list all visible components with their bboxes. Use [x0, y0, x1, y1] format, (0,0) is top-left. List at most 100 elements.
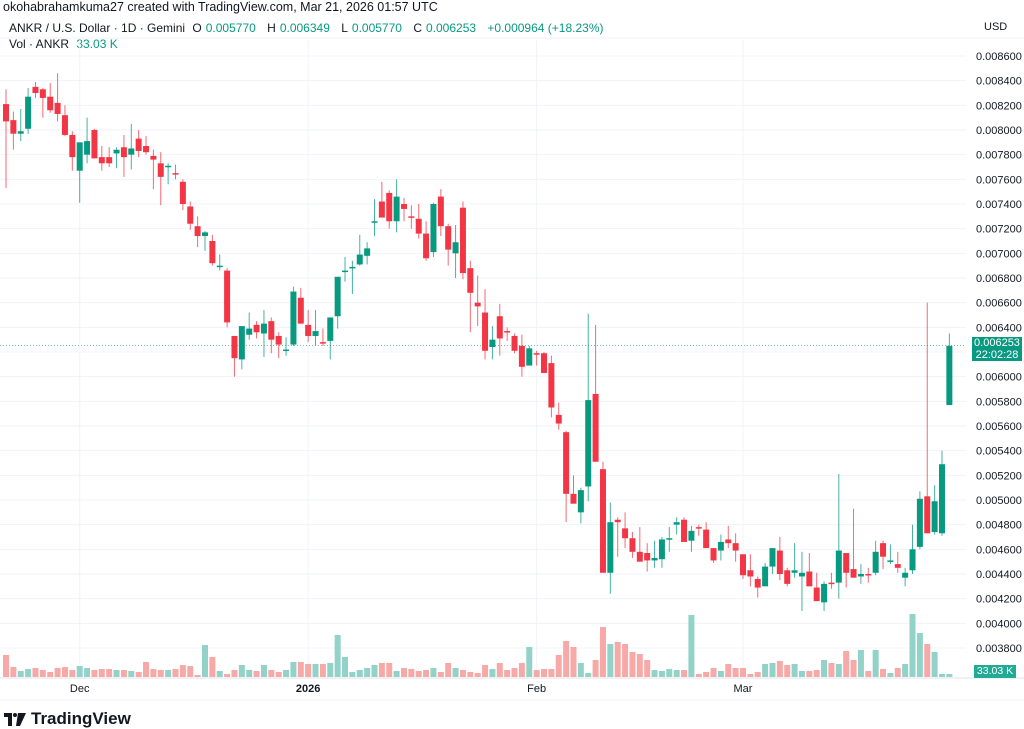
candle-body — [607, 522, 614, 573]
candle-body — [909, 549, 916, 571]
candle-body — [84, 141, 91, 155]
volume-bar — [754, 672, 761, 677]
chart-credit: okohabrahamkuma27 created with TradingVi… — [3, 0, 438, 14]
volume-bar — [224, 674, 231, 677]
candle-body — [364, 248, 371, 256]
candle-body — [327, 317, 334, 341]
volume-bar — [165, 670, 172, 677]
candle-body — [386, 192, 393, 222]
volume-bar — [172, 669, 179, 677]
volume-bar — [835, 664, 842, 677]
volume-bar — [474, 673, 481, 677]
candle-body — [172, 173, 179, 175]
volume-bar — [283, 670, 290, 677]
candle-body — [496, 316, 503, 339]
candle-body — [666, 538, 673, 540]
price-axis-label: 0.004000 — [976, 618, 1022, 630]
candle-body — [644, 553, 651, 561]
candle-body — [209, 240, 216, 264]
candle-body — [356, 254, 363, 265]
volume-bar — [747, 674, 754, 677]
candle-body — [526, 348, 533, 366]
candle-body — [157, 163, 164, 177]
volume-bar — [909, 614, 916, 677]
volume-bar — [902, 664, 909, 677]
candle-body — [784, 570, 791, 584]
candle-body — [769, 548, 776, 567]
candle-body — [791, 570, 798, 573]
candle-body — [106, 157, 113, 164]
volume-bar — [496, 663, 503, 677]
candle-body — [334, 276, 341, 317]
candle-body — [710, 548, 717, 561]
volume-bar — [231, 670, 238, 677]
candle-body — [231, 335, 238, 359]
volume-bar — [39, 670, 46, 677]
price-axis-label: 0.005600 — [976, 421, 1022, 433]
candle-body — [224, 270, 231, 323]
volume-bar — [592, 660, 599, 677]
price-axis-label: 0.004600 — [976, 544, 1022, 556]
candle-body — [459, 207, 466, 274]
candle-body — [91, 129, 98, 159]
volume-bar — [533, 670, 540, 677]
volume-bar — [651, 670, 658, 677]
candle-body — [423, 233, 430, 259]
price-axis-label: 0.008000 — [976, 125, 1022, 137]
volume-bar — [710, 668, 717, 677]
symbol-title[interactable]: ANKR / U.S. Dollar · 1D · Gemini — [9, 21, 186, 35]
candle-body — [703, 529, 710, 549]
volume-bar — [526, 647, 533, 677]
volume-bar — [452, 668, 459, 677]
price-axis-label: 0.007600 — [976, 174, 1022, 186]
candle-body — [194, 226, 201, 237]
price-axis-label: 0.007200 — [976, 224, 1022, 236]
candle-body — [555, 414, 562, 424]
volume-bar — [201, 645, 208, 677]
volume-bar — [297, 662, 304, 677]
candle-body — [754, 578, 761, 588]
volume-bar — [865, 671, 872, 677]
candle-body — [305, 324, 312, 336]
volume-bar — [607, 644, 614, 677]
volume-bar — [445, 663, 452, 677]
candle-body — [776, 550, 783, 574]
candle-body — [857, 573, 864, 577]
volume-bar — [32, 668, 39, 677]
candle-body — [268, 321, 275, 340]
price-axis-label: 0.006000 — [976, 372, 1022, 384]
candle-body — [76, 142, 83, 171]
volume-line: Vol · ANKR 33.03 K — [9, 36, 607, 52]
volume-bar — [614, 642, 621, 677]
candle-body — [585, 400, 592, 487]
candle-body — [916, 498, 923, 547]
volume-bar — [585, 673, 592, 677]
volume-bar — [98, 669, 105, 677]
candle-body — [688, 530, 695, 541]
volume-bar — [209, 657, 216, 677]
candle-body — [548, 363, 555, 408]
ohlc-line: ANKR / U.S. Dollar · 1D · Gemini O 0.0057… — [9, 20, 607, 36]
volume-bar — [84, 668, 91, 677]
candle-body — [474, 302, 481, 307]
volume-bar — [703, 672, 710, 677]
currency-label[interactable]: USD — [984, 21, 1008, 33]
volume-bar — [629, 652, 636, 677]
candle-body — [179, 181, 186, 204]
candle-body — [430, 203, 437, 253]
candle-body — [120, 147, 127, 158]
candle-body — [135, 138, 142, 151]
volume-title[interactable]: Vol · ANKR — [9, 37, 70, 51]
volume-bar — [784, 665, 791, 677]
volume-bar — [246, 670, 253, 677]
candle-body — [938, 464, 945, 534]
candle-body — [541, 353, 548, 373]
tradingview-logo-icon — [4, 712, 26, 726]
price-axis-label: 0.008200 — [976, 100, 1022, 112]
volume-bar — [880, 669, 887, 677]
candle-body — [835, 550, 842, 583]
candle-body — [577, 490, 584, 513]
volume-bar — [113, 670, 120, 677]
volume-bar — [319, 664, 326, 677]
